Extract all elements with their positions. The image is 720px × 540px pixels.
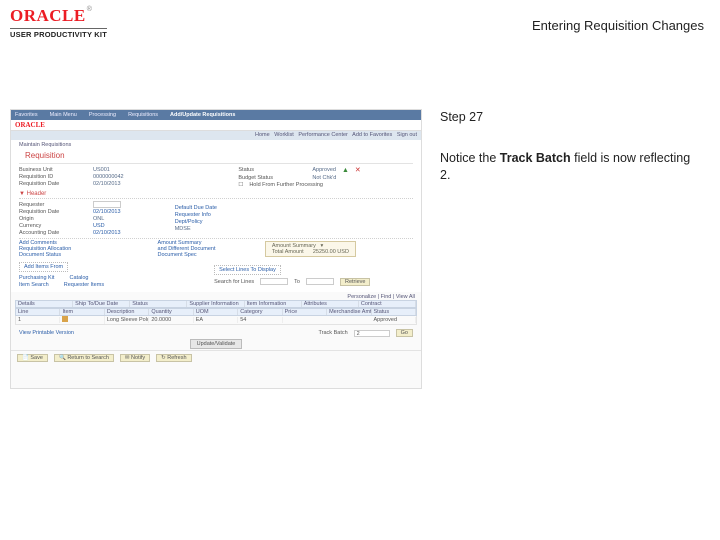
hold-checkbox[interactable]: ☐: [238, 182, 243, 188]
tab-status[interactable]: Status: [130, 301, 187, 307]
val-status: Approved: [312, 167, 336, 173]
tab-supplier[interactable]: Supplier Information: [187, 301, 244, 307]
lbl-origin: Origin: [19, 216, 87, 222]
select-lines[interactable]: Select Lines To Display: [214, 265, 281, 275]
lnk-viewprintable[interactable]: View Printable Version: [19, 330, 74, 336]
refresh-button[interactable]: ↻ Refresh: [156, 354, 191, 362]
lnk-reqinfo[interactable]: Requester Info: [175, 212, 211, 218]
brand-logo: ORACLE® USER PRODUCTIVITY KIT: [10, 6, 107, 39]
bottom-buttons: 📄 Save 🔍 Return to Search ✉ Notify ↻ Ref…: [11, 350, 421, 365]
val-reqid: 0000000042: [93, 174, 124, 180]
val-budget: Not Chk'd: [312, 175, 336, 181]
lnk-duedate[interactable]: Default Due Date: [175, 205, 217, 211]
crumb-addupdate[interactable]: Add/Update Requisitions: [170, 112, 235, 118]
val-reqdate: 02/10/2013: [93, 181, 121, 187]
lbl-acctdate: Accounting Date: [19, 230, 87, 236]
go-button[interactable]: Go: [396, 329, 413, 337]
lbl-trackbatch: Track Batch: [319, 330, 348, 336]
nav-home[interactable]: Home: [255, 132, 270, 138]
document-title: Entering Requisition Changes: [532, 18, 704, 33]
lnk-catalog[interactable]: Catalog: [70, 275, 89, 281]
crumb-favorites[interactable]: Favorites: [15, 112, 38, 118]
nav-perf[interactable]: Performance Center: [298, 132, 348, 138]
nav-signout[interactable]: Sign out: [397, 132, 417, 138]
lbl-searchlines: Search for Lines: [214, 279, 254, 285]
lbl-bu: Business Unit: [19, 167, 87, 173]
lbl-reqdate: Requisition Date: [19, 181, 87, 187]
lnk-dept[interactable]: Dept/Policy: [175, 219, 203, 225]
tab-iteminfo[interactable]: Item Information: [245, 301, 302, 307]
tab-contract[interactable]: Contract: [359, 301, 416, 307]
lnk-docspec[interactable]: Document Spec: [158, 252, 197, 258]
step-label: Step 27: [440, 109, 698, 126]
grid-columns: Line Item Description Quantity UOM Categ…: [15, 308, 417, 316]
instruction-bold: Track Batch: [500, 151, 571, 165]
return-button[interactable]: 🔍 Return to Search: [54, 354, 114, 362]
tab-attr[interactable]: Attributes: [302, 301, 359, 307]
lbl-totalamt: Total Amount: [272, 249, 304, 255]
lnk-reqitems[interactable]: Requester Items: [64, 282, 104, 288]
val-totalamt: 25250.00 USD: [313, 249, 349, 255]
input-trackbatch[interactable]: 2: [354, 330, 390, 337]
val-acctdate[interactable]: 02/10/2013: [93, 230, 121, 236]
lbl-budget: Budget Status: [238, 175, 306, 181]
tab-details[interactable]: Details: [16, 301, 73, 307]
lbl-requester: Requester: [19, 202, 87, 208]
embedded-screenshot: Favorites Main Menu Processing Requisiti…: [10, 109, 422, 389]
add-items-from[interactable]: Add Items From: [19, 262, 68, 272]
val-origin: ONL: [93, 216, 104, 222]
app-breadcrumb: Favorites Main Menu Processing Requisiti…: [11, 110, 421, 120]
lbl-reqid: Requisition ID: [19, 174, 87, 180]
notify-button[interactable]: ✉ Notify: [120, 354, 150, 362]
item-icon[interactable]: [62, 316, 68, 322]
logo-subline: USER PRODUCTIVITY KIT: [10, 28, 107, 39]
lnk-itemsearch[interactable]: Item Search: [19, 282, 49, 288]
grid-row[interactable]: 1 Long Sleeve Polo 20.0000 EA 54 Approve…: [15, 316, 417, 325]
nav-fav[interactable]: Add to Favorites: [352, 132, 392, 138]
nav-worklist[interactable]: Worklist: [274, 132, 293, 138]
input-from[interactable]: [260, 278, 288, 285]
val-mdse: MDSE: [175, 226, 191, 232]
instruction-text: Notice the Track Batch field is now refl…: [440, 150, 698, 184]
instruction-panel: Step 27 Notice the Track Batch field is …: [440, 109, 698, 389]
lbl-status: Status: [238, 167, 306, 173]
logo-tm: ®: [87, 6, 92, 13]
input-to[interactable]: [306, 278, 334, 285]
logo-text: ORACLE: [10, 6, 86, 25]
val-rdate2[interactable]: 02/10/2013: [93, 209, 121, 215]
approve-icon[interactable]: ▲: [342, 167, 349, 174]
grid-tabs: Details Ship To/Due Date Status Supplier…: [15, 300, 417, 308]
app-brand: ORACLE: [11, 120, 421, 131]
lnk-docstatus[interactable]: Document Status: [19, 252, 61, 258]
update-validate-button[interactable]: Update/Validate: [190, 339, 243, 349]
lnk-kit[interactable]: Purchasing Kit: [19, 275, 54, 281]
deny-icon[interactable]: ✕: [355, 166, 361, 174]
header-section: ▼ Header: [19, 191, 413, 197]
save-button[interactable]: 📄 Save: [17, 354, 48, 362]
amount-summary-box: Amount Summary ▾ Total Amount 25250.00 U…: [265, 241, 356, 257]
crumb-requisitions[interactable]: Requisitions: [128, 112, 158, 118]
val-bu: US001: [93, 167, 110, 173]
req-heading: Requisition: [19, 148, 413, 164]
line-grid: Personalize | Find | View All Details Sh…: [15, 294, 417, 325]
crumb-mainmenu[interactable]: Main Menu: [50, 112, 77, 118]
app-subnav: Home Worklist Performance Center Add to …: [11, 131, 421, 140]
tab-shipto[interactable]: Ship To/Due Date: [73, 301, 130, 307]
input-requester[interactable]: [93, 201, 121, 208]
lbl-hold: Hold From Further Processing: [249, 182, 323, 188]
retrieve-button[interactable]: Retrieve: [340, 278, 370, 286]
lbl-currency: Currency: [19, 223, 87, 229]
val-currency[interactable]: USD: [93, 223, 105, 229]
crumb-processing[interactable]: Processing: [89, 112, 116, 118]
lbl-rdate2: Requisition Date: [19, 209, 87, 215]
